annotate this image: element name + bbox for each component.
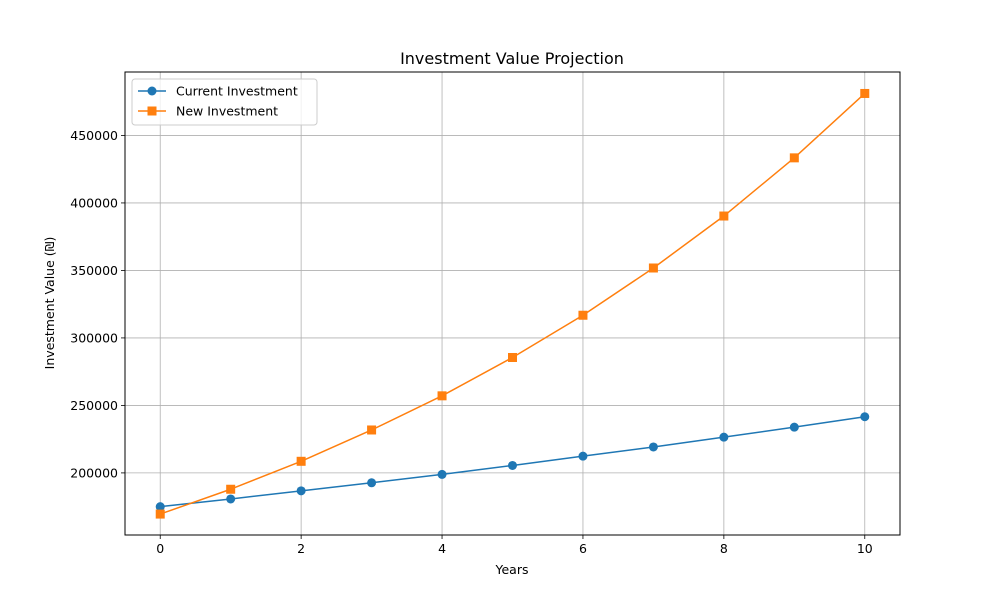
grid-lines <box>125 72 900 535</box>
plot-area-frame <box>124 71 901 536</box>
data-point-current <box>719 432 729 442</box>
data-point-current <box>437 469 447 479</box>
x-tick-label: 0 <box>156 541 164 556</box>
data-point-new <box>508 352 517 362</box>
data-point-new <box>648 263 658 273</box>
data-point-new <box>155 509 165 519</box>
data-point-new <box>367 425 377 435</box>
series-line-new <box>159 92 866 515</box>
y-tick-label: 300000 <box>70 330 118 345</box>
x-axis-ticks: 0 2 4 6 8 10 <box>156 535 873 556</box>
x-axis-label: Years <box>495 562 529 577</box>
y-axis-ticks: 200000 250000 300000 350000 400000 450000 <box>70 128 125 480</box>
legend-label-new: New Investment <box>176 104 278 119</box>
x-tick-label: 4 <box>438 541 446 556</box>
legend-marker-current <box>147 86 157 96</box>
data-point-current <box>648 442 658 452</box>
y-axis-label: Investment Value (₪) <box>42 237 57 370</box>
data-point-new <box>296 456 306 466</box>
y-tick-label: 350000 <box>70 263 118 278</box>
data-point-new <box>226 484 236 494</box>
y-tick-label: 450000 <box>70 128 118 143</box>
data-point-new <box>437 391 447 401</box>
data-point-current <box>578 451 588 461</box>
legend: Current Investment New Investment <box>131 78 318 126</box>
y-tick-label: 200000 <box>70 465 118 480</box>
data-point-current <box>226 494 236 504</box>
x-tick-label: 6 <box>579 541 587 556</box>
legend-marker-new <box>147 106 157 116</box>
y-tick-label: 400000 <box>70 195 118 210</box>
data-point-current <box>789 422 799 432</box>
x-tick-label: 8 <box>720 541 728 556</box>
x-tick-label: 10 <box>857 541 873 556</box>
data-point-current <box>508 460 517 470</box>
y-tick-label: 250000 <box>70 398 118 413</box>
data-point-current <box>155 502 165 512</box>
data-point-current <box>296 486 306 496</box>
legend-label-current: Current Investment <box>176 84 298 99</box>
data-point-new <box>578 310 588 320</box>
legend-box <box>131 78 318 126</box>
data-point-current <box>367 478 377 488</box>
x-tick-label: 2 <box>297 541 305 556</box>
data-point-current <box>860 412 870 422</box>
chart-title: Investment Value Projection <box>400 49 624 68</box>
data-point-new <box>860 88 870 98</box>
data-point-new <box>789 153 799 163</box>
series-group <box>155 88 870 519</box>
data-point-new <box>719 211 729 221</box>
